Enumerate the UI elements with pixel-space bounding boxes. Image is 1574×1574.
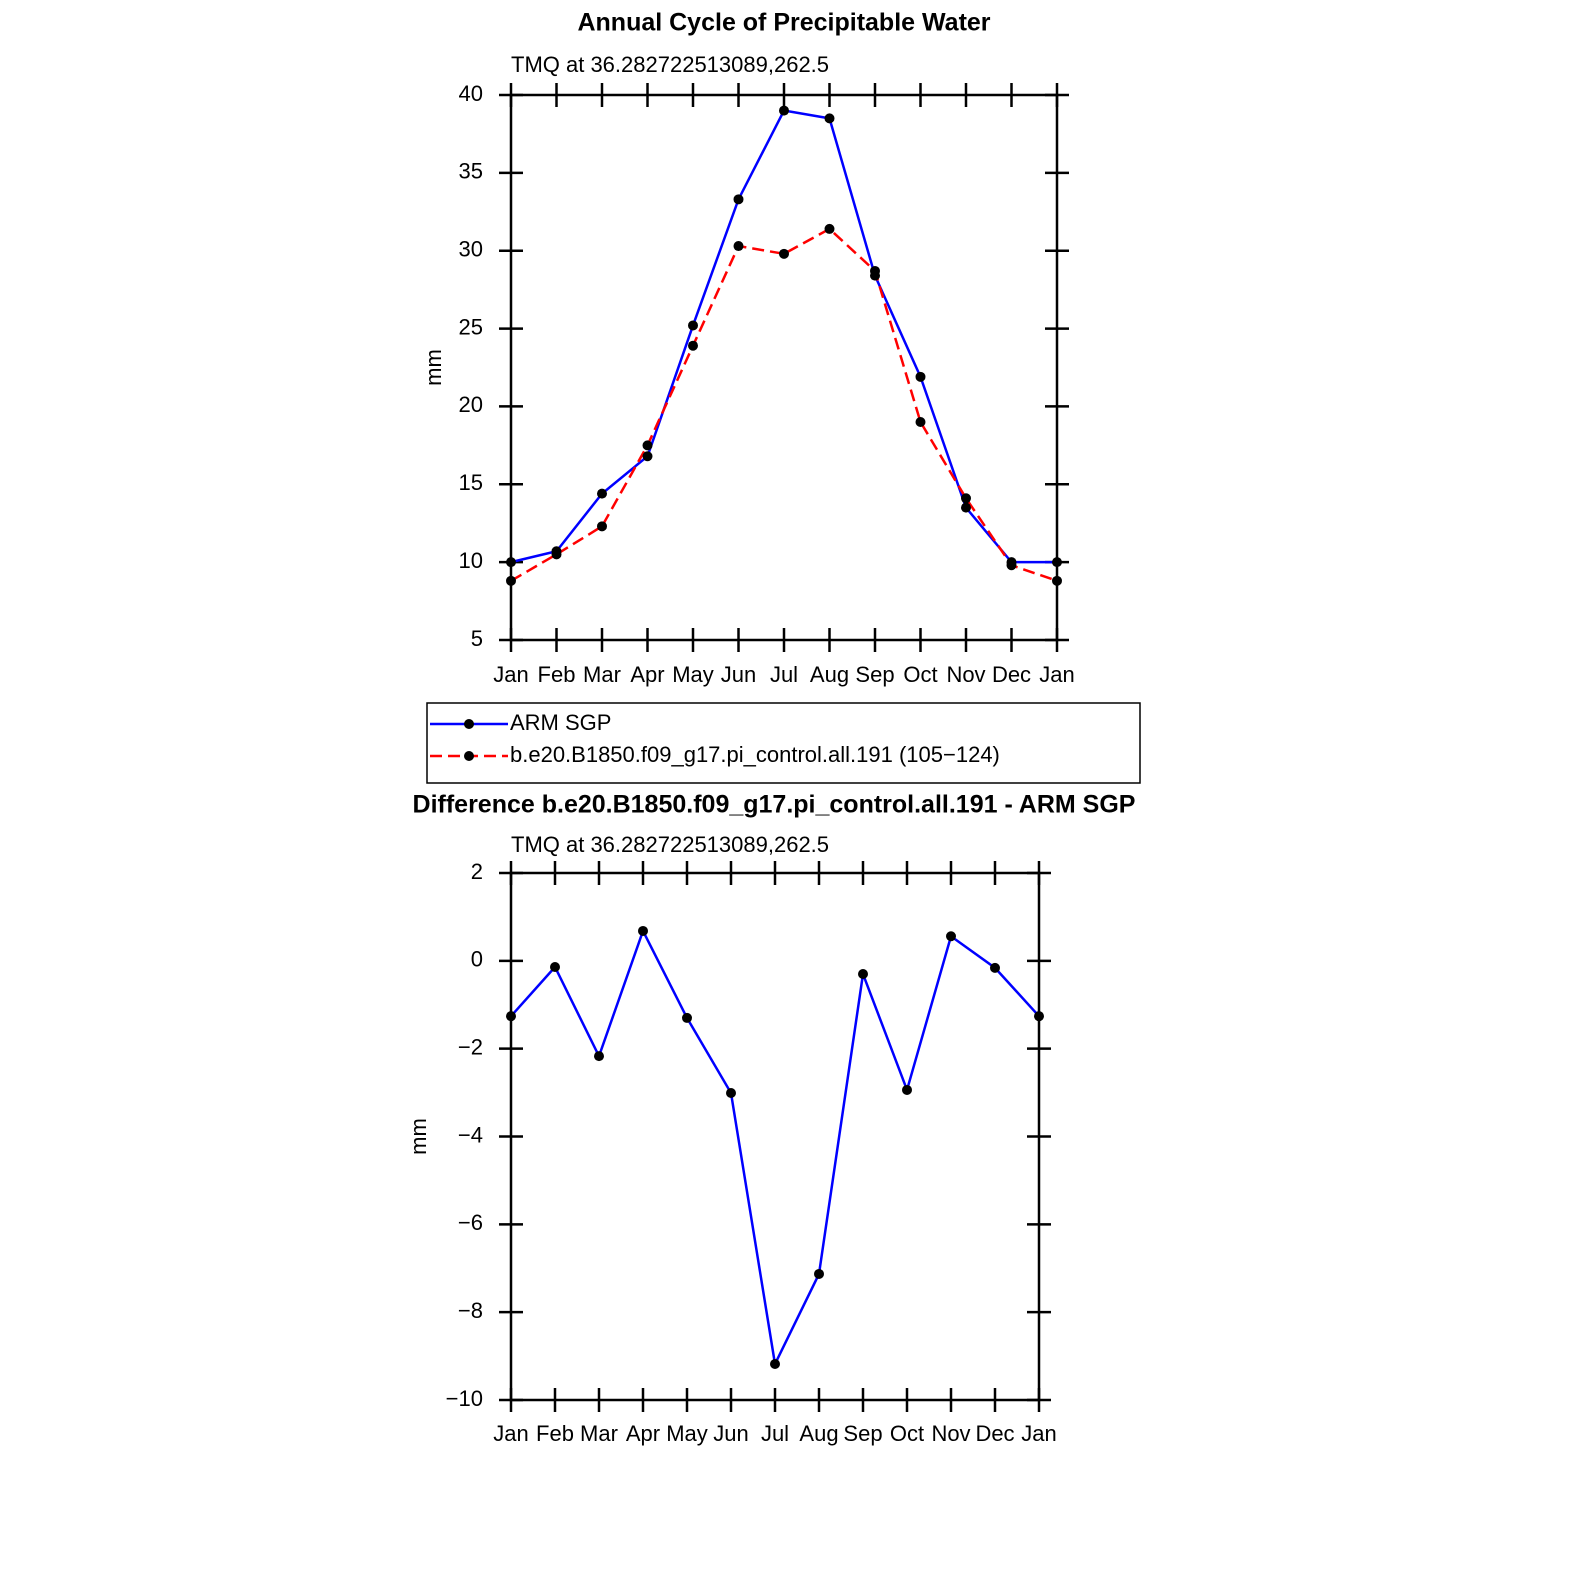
point <box>990 962 1000 973</box>
point <box>961 493 971 504</box>
x-tick-label: Oct <box>903 662 937 687</box>
point <box>870 265 880 276</box>
point <box>1052 557 1062 568</box>
point <box>642 440 653 451</box>
point <box>858 969 868 980</box>
chart-title: Difference b.e20.B1850.f09_g17.pi_contro… <box>413 791 1136 819</box>
point <box>824 113 835 124</box>
x-tick-label: Jan <box>493 662 528 687</box>
x-tick-label: Mar <box>583 662 621 687</box>
point <box>688 340 698 351</box>
x-tick-label: Nov <box>946 662 985 687</box>
x-tick-label: Jun <box>713 1421 748 1446</box>
x-tick-label: Jan <box>1039 662 1074 687</box>
legend-marker <box>464 719 474 729</box>
x-tick-label: Jan <box>493 1421 528 1446</box>
subtitle: TMQ at 36.282722513089,262.5 <box>511 832 829 857</box>
point <box>1052 575 1062 586</box>
x-tick-label: Feb <box>536 1421 574 1446</box>
y-tick-label: 5 <box>471 626 483 651</box>
plot-frame <box>509 871 1041 1402</box>
y-axis-label: mm <box>406 1118 431 1155</box>
point <box>779 105 789 116</box>
point <box>915 417 926 427</box>
point <box>733 194 744 205</box>
y-tick-label: −8 <box>458 1298 483 1323</box>
point <box>779 248 789 259</box>
point <box>682 1012 692 1023</box>
x-tick-label: Oct <box>890 1421 924 1446</box>
subtitle: TMQ at 36.282722513089,262.5 <box>511 52 829 77</box>
x-tick-label: Nov <box>931 1421 970 1446</box>
x-tick-label: Apr <box>626 1421 660 1446</box>
legend-marker <box>464 751 474 761</box>
x-tick-label: Mar <box>580 1421 618 1446</box>
legend-label: b.e20.B1850.f09_g17.pi_control.all.191 (… <box>510 742 1000 767</box>
y-tick-label: 10 <box>459 548 483 573</box>
point <box>770 1358 780 1369</box>
x-tick-label: Jul <box>761 1421 789 1446</box>
y-tick-label: 40 <box>459 81 483 106</box>
point <box>597 488 607 499</box>
x-tick-label: Aug <box>810 662 849 687</box>
x-tick-label: Sep <box>843 1421 882 1446</box>
x-tick-label: Jan <box>1021 1421 1056 1446</box>
point <box>597 521 607 532</box>
legend-label: ARM SGP <box>510 710 611 735</box>
point <box>1006 560 1017 571</box>
point <box>638 925 648 936</box>
x-tick-label: Jul <box>770 662 798 687</box>
plot-frame <box>509 93 1059 642</box>
chart-title: Annual Cycle of Precipitable Water <box>577 9 990 37</box>
x-tick-label: Aug <box>799 1421 838 1446</box>
point <box>1034 1011 1044 1022</box>
x-tick-label: May <box>666 1421 708 1446</box>
y-tick-label: 2 <box>471 859 483 884</box>
x-tick-label: Feb <box>538 662 576 687</box>
point <box>733 241 744 252</box>
point <box>915 371 926 382</box>
x-tick-label: Sep <box>855 662 894 687</box>
point <box>726 1088 736 1099</box>
point <box>961 502 971 513</box>
y-tick-label: −10 <box>446 1386 483 1411</box>
y-tick-label: 15 <box>459 470 483 495</box>
point <box>688 320 698 331</box>
point <box>506 575 516 586</box>
point <box>506 557 516 568</box>
y-tick-label: 30 <box>459 237 483 262</box>
point <box>824 223 835 234</box>
x-tick-label: Jun <box>721 662 756 687</box>
point <box>946 931 956 942</box>
y-tick-label: 35 <box>459 159 483 184</box>
y-tick-label: 20 <box>459 392 483 417</box>
point <box>551 549 562 560</box>
point <box>594 1051 604 1062</box>
x-tick-label: Dec <box>975 1421 1014 1446</box>
point <box>642 451 653 462</box>
point <box>814 1268 824 1279</box>
point <box>506 1011 516 1022</box>
x-tick-label: May <box>672 662 714 687</box>
legend-box <box>426 702 1141 784</box>
x-tick-label: Dec <box>992 662 1031 687</box>
y-axis-label: mm <box>421 349 446 386</box>
y-tick-label: −2 <box>458 1034 483 1059</box>
x-tick-label: Apr <box>630 662 664 687</box>
y-tick-label: −6 <box>458 1210 483 1235</box>
y-tick-label: −4 <box>458 1122 483 1147</box>
point <box>550 961 560 972</box>
y-tick-label: 25 <box>459 314 483 339</box>
y-tick-label: 0 <box>471 947 483 972</box>
point <box>902 1084 912 1095</box>
